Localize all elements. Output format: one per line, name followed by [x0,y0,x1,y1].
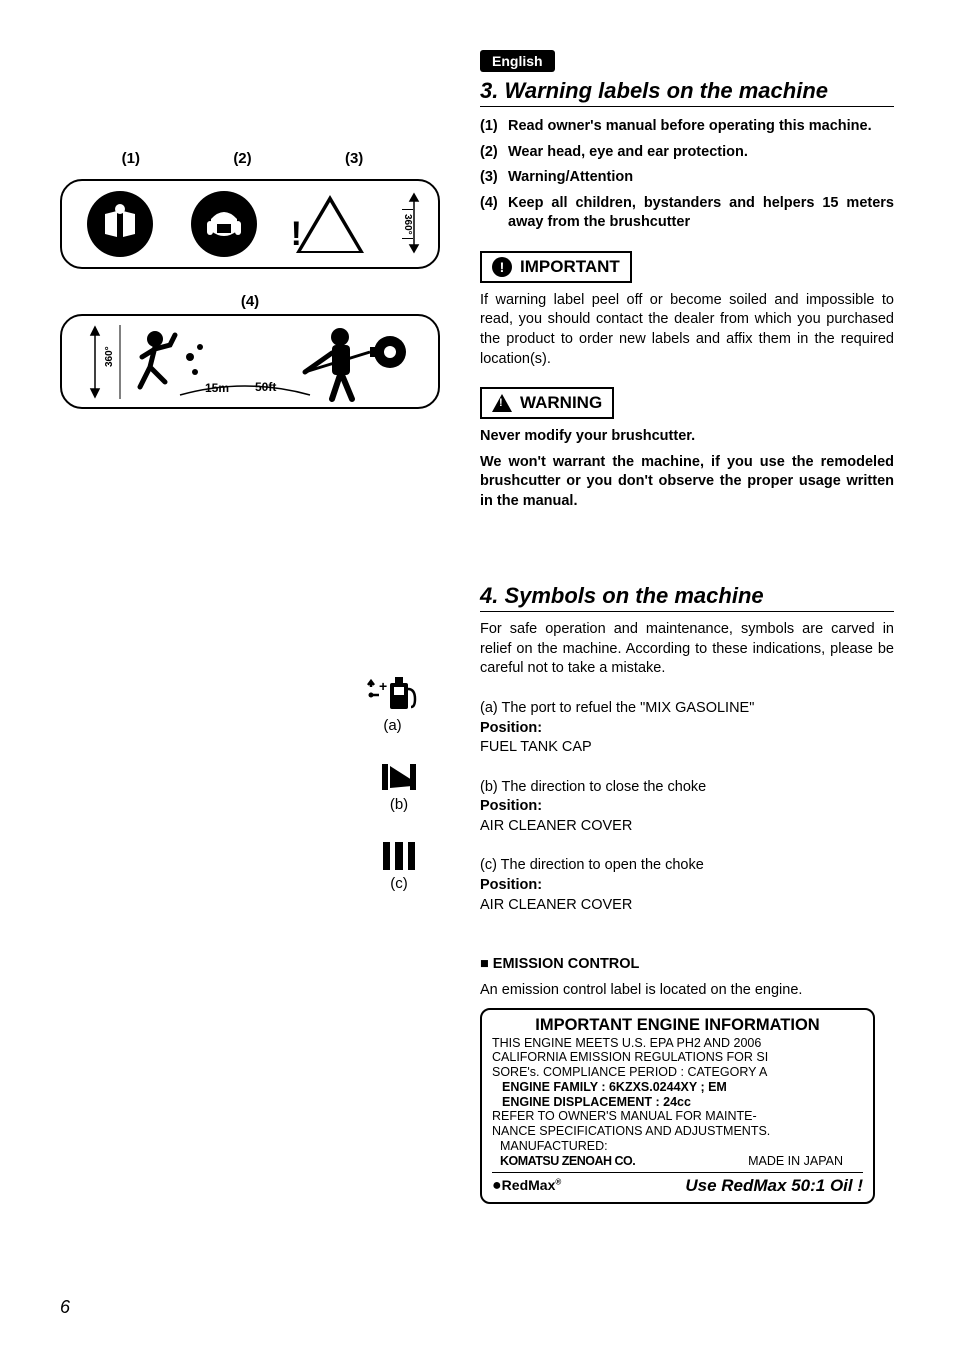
warning-callout: WARNING [480,387,614,419]
item-text: Keep all children, bystanders and helper… [508,194,894,233]
emission-line: REFER TO OWNER'S MANUAL FOR MAINTE- [492,1109,863,1124]
warning-label-strip-1: ! 360° [60,179,440,269]
read-manual-icon [87,191,153,257]
redmax-logo: ●RedMax® [492,1177,561,1196]
symbol-b-desc: (b) The direction to close the choke [480,778,894,798]
position-label: Position: [480,876,894,896]
bullet-icon: ■ [480,956,489,972]
svg-text:+: + [379,678,387,694]
item-num: (3) [480,168,508,188]
item-num: (2) [480,143,508,163]
fig-label-2: (2) [233,150,251,167]
logo-bullet-icon: ● [492,1177,502,1194]
symbol-desc-a: (a) The port to refuel the "MIX GASOLINE… [480,699,894,758]
item-text: Read owner's manual before operating thi… [508,117,894,137]
svg-text:360°: 360° [104,346,115,367]
fig-label-3: (3) [345,150,363,167]
warning-label-strip-2: 360° 15m 50ft [60,314,440,409]
item-num: (1) [480,117,508,137]
symbol-c-desc: (c) The direction to open the choke [480,856,894,876]
info-icon: ! [492,257,512,277]
choke-close-icon [378,760,420,794]
wear-protection-icon [191,191,257,257]
page-number: 6 [60,1297,70,1318]
important-callout: ! IMPORTANT [480,251,632,283]
emission-heading: ■ EMISSION CONTROL [480,955,894,975]
fuel-icon: + [365,677,420,715]
emission-line: ENGINE DISPLACEMENT : 24cc [502,1095,863,1110]
warning-label: WARNING [520,393,602,413]
emission-line: ENGINE FAMILY : 6KZXS.0244XY ; EM [502,1080,863,1095]
section3-title: 3. Warning labels on the machine [480,78,894,107]
emission-line: NANCE SPECIFICATIONS AND ADJUSTMENTS. [492,1124,863,1139]
figure1-col-labels: (1) (2) (3) [60,150,440,171]
symbol-a-pos: FUEL TANK CAP [480,738,894,758]
language-badge: English [480,50,555,72]
emission-line: THIS ENGINE MEETS U.S. EPA PH2 AND 2006 [492,1036,863,1051]
emission-line: CALIFORNIA EMISSION REGULATIONS FOR SI [492,1050,863,1065]
redmax-text: RedMax [502,1177,556,1193]
symbol-c-pos: AIR CLEANER COVER [480,896,894,916]
item-num: (4) [480,194,508,233]
made-in: MADE IN JAPAN [748,1154,843,1169]
warning-text-2: We won't warrant the machine, if you use… [480,453,894,512]
warning-item-4: (4)Keep all children, bystanders and hel… [480,194,894,233]
emission-intro: An emission control label is located on … [480,981,894,1001]
important-text: If warning label peel off or become soil… [480,291,894,369]
emission-label-box: IMPORTANT ENGINE INFORMATION THIS ENGINE… [480,1008,875,1204]
emission-label-title: IMPORTANT ENGINE INFORMATION [492,1016,863,1035]
keep-away-pictogram: 360° 15m 50ft [80,317,420,407]
position-label: Position: [480,797,894,817]
symbol-c-block: (c) [378,839,420,892]
item-text: Wear head, eye and ear protection. [508,143,894,163]
rotation-arrow-icon [407,189,421,257]
emission-line: MANUFACTURED: [500,1139,863,1154]
warning-item-2: (2)Wear head, eye and ear protection. [480,143,894,163]
section4-text: 4. Symbols on the machine For safe opera… [470,577,894,1204]
warning-text-1: Never modify your brushcutter. [480,427,894,447]
symbol-a-block: + (a) [365,677,420,734]
section-3: (1) (2) (3) ! 360° (4) 360° [60,50,894,517]
section-4: + (a) (b) (c) [60,577,894,1204]
warning-item-3: (3)Warning/Attention [480,168,894,188]
manufacturer-name: KOMATSU ZENOAH CO. [500,1154,635,1169]
section4-title: 4. Symbols on the machine [480,583,894,612]
section4-symbols-col: + (a) (b) (c) [60,577,440,1204]
warning-triangle-icon [492,394,512,412]
symbol-b-pos: AIR CLEANER COVER [480,817,894,837]
symbol-b-block: (b) [378,760,420,813]
section3-figures: (1) (2) (3) ! 360° (4) 360° [60,50,440,517]
fig-label-4: (4) [60,293,440,310]
emission-line: SORE's. COMPLIANCE PERIOD : CATEGORY A [492,1065,863,1080]
section3-text: English 3. Warning labels on the machine… [470,50,894,517]
symbol-desc-b: (b) The direction to close the choke Pos… [480,778,894,837]
position-label: Position: [480,719,894,739]
symbol-letter-a: (a) [365,717,420,734]
section4-intro: For safe operation and maintenance, symb… [480,620,894,679]
important-label: IMPORTANT [520,257,620,277]
redmax-row: ●RedMax® Use RedMax 50:1 Oil ! [492,1172,863,1196]
svg-text:15m: 15m [205,381,229,395]
symbol-desc-c: (c) The direction to open the choke Posi… [480,856,894,915]
symbol-a-desc: (a) The port to refuel the "MIX GASOLINE… [480,699,894,719]
redmax-oil-text: Use RedMax 50:1 Oil ! [685,1176,863,1196]
emission-heading-text: EMISSION CONTROL [493,956,640,972]
symbol-letter-c: (c) [378,875,420,892]
fig-label-1: (1) [122,150,140,167]
warning-item-1: (1)Read owner's manual before operating … [480,117,894,137]
choke-open-icon [378,839,420,873]
symbol-letter-b: (b) [378,796,420,813]
item-text: Warning/Attention [508,168,894,188]
warning-triangle-icon: ! [296,195,364,253]
svg-text:50ft: 50ft [255,380,276,394]
